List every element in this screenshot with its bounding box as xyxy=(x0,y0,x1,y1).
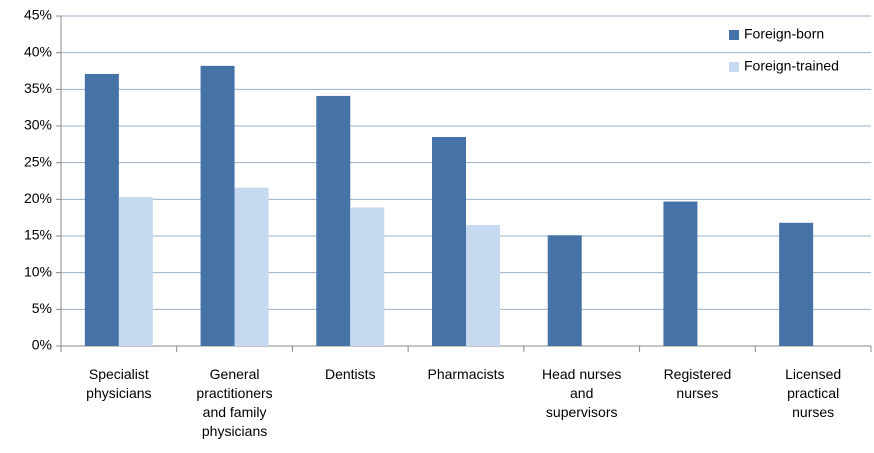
y-tick-label: 5% xyxy=(32,300,52,316)
y-tick-label: 25% xyxy=(24,153,52,169)
x-tick-label: Licensed practical nurses xyxy=(785,366,842,420)
legend-swatch xyxy=(729,62,739,72)
y-tick-label: 20% xyxy=(24,190,52,206)
bar xyxy=(118,197,153,346)
x-tick-label: Pharmacists xyxy=(427,366,505,382)
y-tick-label: 45% xyxy=(24,7,52,23)
y-tick-label: 35% xyxy=(24,80,52,96)
bar xyxy=(316,95,351,346)
bar xyxy=(466,225,500,346)
x-tick-label: Specialist physicians xyxy=(86,366,152,401)
y-tick-label: 40% xyxy=(24,43,52,59)
bar xyxy=(200,65,235,346)
legend-label: Foreign-trained xyxy=(744,58,839,74)
bar xyxy=(234,187,269,346)
x-tick-label: Dentists xyxy=(324,366,376,382)
legend-swatch xyxy=(729,30,739,40)
y-tick-label: 30% xyxy=(24,117,52,133)
y-tick-label: 15% xyxy=(24,227,52,243)
bar xyxy=(350,207,385,346)
y-tick-label: 10% xyxy=(24,263,52,279)
legend-label: Foreign-born xyxy=(744,26,824,42)
y-tick-label: 0% xyxy=(32,337,52,353)
x-tick-label: Registered nurses xyxy=(663,366,732,401)
bar xyxy=(547,235,582,346)
x-tick-label: Head nurses and supervisors xyxy=(542,366,622,420)
bar xyxy=(432,137,466,346)
x-tick-label: General practitioners and family physici… xyxy=(196,366,273,439)
bar xyxy=(663,201,698,346)
bar xyxy=(84,73,119,346)
bar xyxy=(779,222,814,346)
